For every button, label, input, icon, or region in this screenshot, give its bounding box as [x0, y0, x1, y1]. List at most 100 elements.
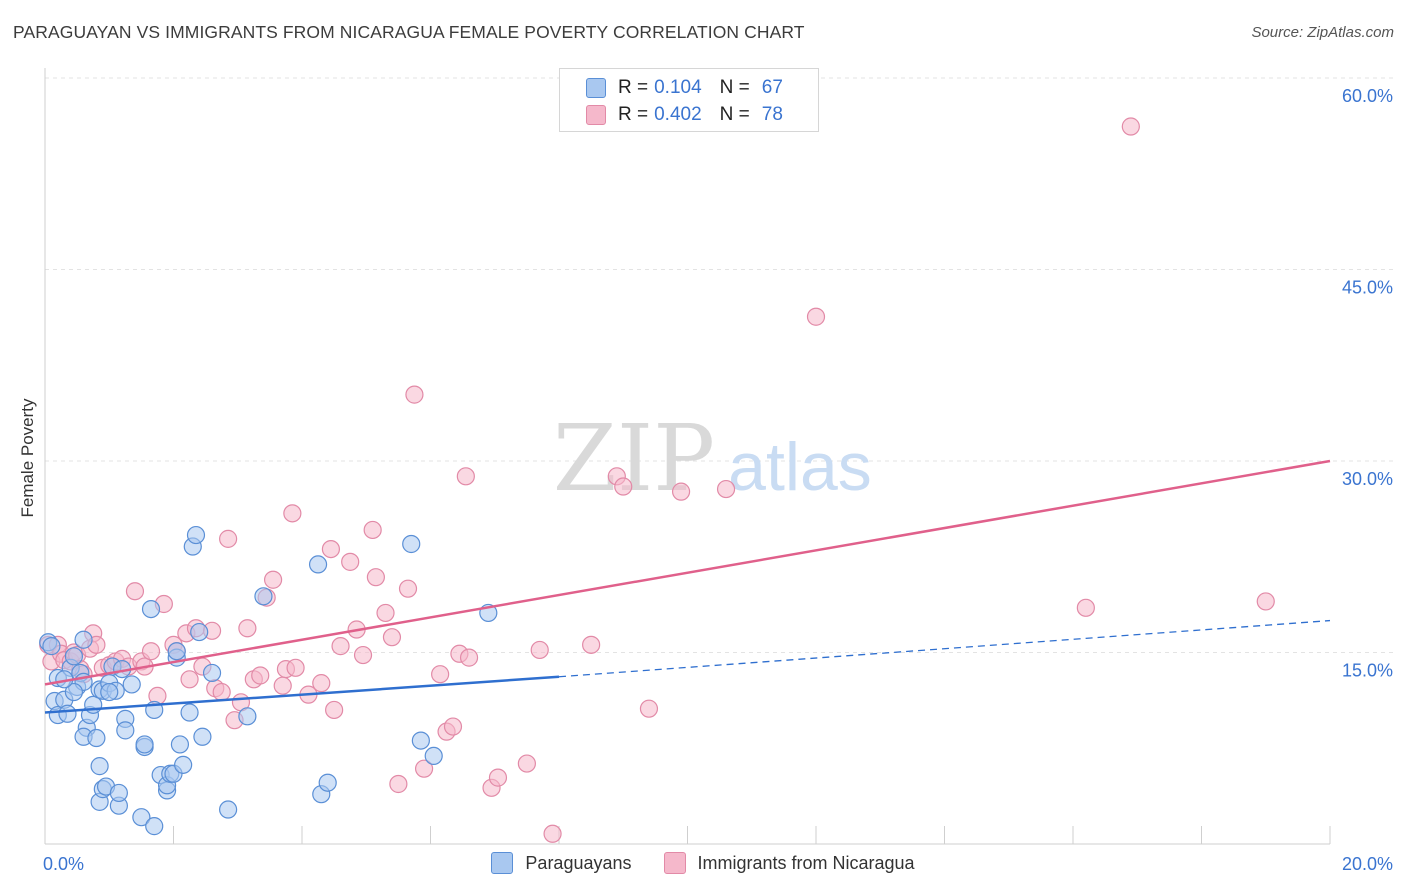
legend-label-nicaragua: Immigrants from Nicaragua — [697, 852, 915, 873]
legend-n-label: N = — [719, 104, 750, 125]
series-legend: Paraguayans Immigrants from Nicaragua — [0, 852, 1406, 874]
y-tick-label: 45.0% — [1342, 278, 1393, 298]
nicaragua-point — [443, 717, 463, 736]
nicaragua-point — [543, 824, 562, 843]
nicaragua-point — [530, 640, 549, 660]
nicaragua-point — [614, 477, 633, 496]
nicaragua-point — [414, 759, 434, 778]
nicaragua-point — [456, 467, 475, 486]
legend-item-paraguayans[interactable]: Paraguayans — [491, 852, 632, 874]
nicaragua-point — [1121, 117, 1140, 136]
paraguayans-trend-extension — [558, 619, 1331, 678]
nicaragua-point — [639, 699, 659, 718]
y-tick-label: 15.0% — [1342, 661, 1393, 681]
paraguayans-point — [141, 599, 161, 619]
legend-label-paraguayans: Paraguayans — [525, 852, 632, 873]
legend-n-value: 78 — [761, 104, 783, 125]
paraguayans-point — [167, 642, 186, 661]
paraguayans-point — [202, 663, 222, 683]
y-tick-label: 30.0% — [1342, 469, 1393, 489]
paraguayans-point — [411, 731, 430, 750]
nicaragua-point — [1076, 598, 1095, 617]
paraguayans-trend-line — [44, 675, 560, 714]
nicaragua-point — [263, 570, 283, 589]
paraguayans-point — [174, 755, 193, 774]
paraguayans-point — [308, 555, 328, 574]
paraguayans-point — [64, 647, 84, 666]
nicaragua-point — [582, 635, 601, 654]
nicaragua-point — [273, 676, 292, 695]
nicaragua-point — [382, 628, 402, 647]
nicaragua-point — [283, 504, 302, 523]
paraguayans-point — [170, 735, 190, 754]
legend-r-label: R = — [618, 104, 649, 125]
trend-lines — [44, 459, 1331, 714]
legend-n-value: 67 — [761, 77, 783, 98]
correlation-legend: R = 0.104 N = 67 R = 0.402 N = 78 — [559, 68, 819, 132]
nicaragua-point — [212, 682, 231, 702]
paraguayans-point — [238, 707, 257, 726]
paraguayans-point — [186, 525, 206, 545]
nicaragua-point — [180, 670, 199, 689]
nicaragua-point — [1256, 592, 1275, 611]
y-tick-label: 60.0% — [1342, 86, 1393, 106]
paraguayans-point — [116, 721, 135, 740]
nicaragua-point — [125, 582, 145, 601]
paraguayans-point — [64, 682, 84, 702]
paraguayans-point — [42, 637, 61, 656]
legend-row-nicaragua: R = 0.402 N = 78 — [586, 104, 783, 126]
legend-n-label: N = — [719, 77, 750, 98]
paraguayans-point — [58, 704, 77, 723]
series-paraguayans-points — [39, 525, 498, 836]
paraguayans-point — [219, 800, 238, 819]
legend-item-nicaragua[interactable]: Immigrants from Nicaragua — [663, 852, 915, 874]
paraguayans-point — [424, 746, 443, 766]
nicaragua-point — [219, 529, 238, 548]
chart-title: PARAGUAYAN VS IMMIGRANTS FROM NICARAGUA … — [13, 22, 805, 42]
paraguayans-point — [87, 728, 106, 748]
paraguayans-point — [190, 622, 209, 642]
nicaragua-point — [431, 665, 450, 684]
nicaragua-point — [331, 637, 350, 656]
nicaragua-point — [353, 645, 373, 665]
tick-labels: 15.0% 30.0% 45.0% 60.0% 0.0% 20.0% — [43, 86, 1393, 874]
nicaragua-point — [671, 482, 691, 501]
nicaragua-trend-line — [44, 459, 1331, 686]
nicaragua-point — [238, 619, 257, 638]
paraguayans-point — [318, 773, 337, 792]
nicaragua-point — [341, 552, 360, 571]
legend-r-value: 0.402 — [654, 104, 702, 125]
paraguayans-point — [135, 735, 154, 754]
nicaragua-point — [716, 479, 736, 499]
nicaragua-point — [321, 539, 341, 559]
legend-swatch-blue — [491, 852, 514, 874]
legend-r-value: 0.104 — [654, 77, 702, 98]
nicaragua-point — [251, 666, 270, 685]
nicaragua-point — [376, 603, 395, 623]
x-tick-label: 20.0% — [1342, 854, 1393, 874]
paraguayans-point — [90, 757, 109, 776]
nicaragua-point — [806, 307, 826, 326]
nicaragua-point — [459, 648, 479, 667]
nicaragua-point — [405, 385, 424, 404]
nicaragua-point — [141, 642, 161, 661]
source-credit: Source: ZipAtlas.com — [1251, 24, 1394, 41]
legend-swatch-pink — [663, 852, 686, 874]
watermark-zip: ZIP — [553, 405, 715, 512]
legend-swatch-pink — [586, 105, 606, 125]
paraguayans-point — [109, 783, 128, 803]
paraguayans-point — [254, 587, 273, 606]
paraguayans-point — [145, 817, 164, 836]
paraguayans-point — [402, 534, 421, 554]
legend-row-paraguayans: R = 0.104 N = 67 — [586, 77, 783, 99]
paraguayans-point — [74, 630, 93, 649]
nicaragua-point — [286, 658, 305, 677]
paraguayans-point — [132, 808, 151, 827]
nicaragua-point — [488, 768, 508, 787]
nicaragua-point — [389, 774, 408, 794]
watermark-atlas: atlas — [728, 429, 872, 505]
legend-swatch-blue — [586, 78, 606, 98]
watermark: ZIP atlas — [553, 405, 872, 512]
nicaragua-point — [312, 674, 331, 693]
